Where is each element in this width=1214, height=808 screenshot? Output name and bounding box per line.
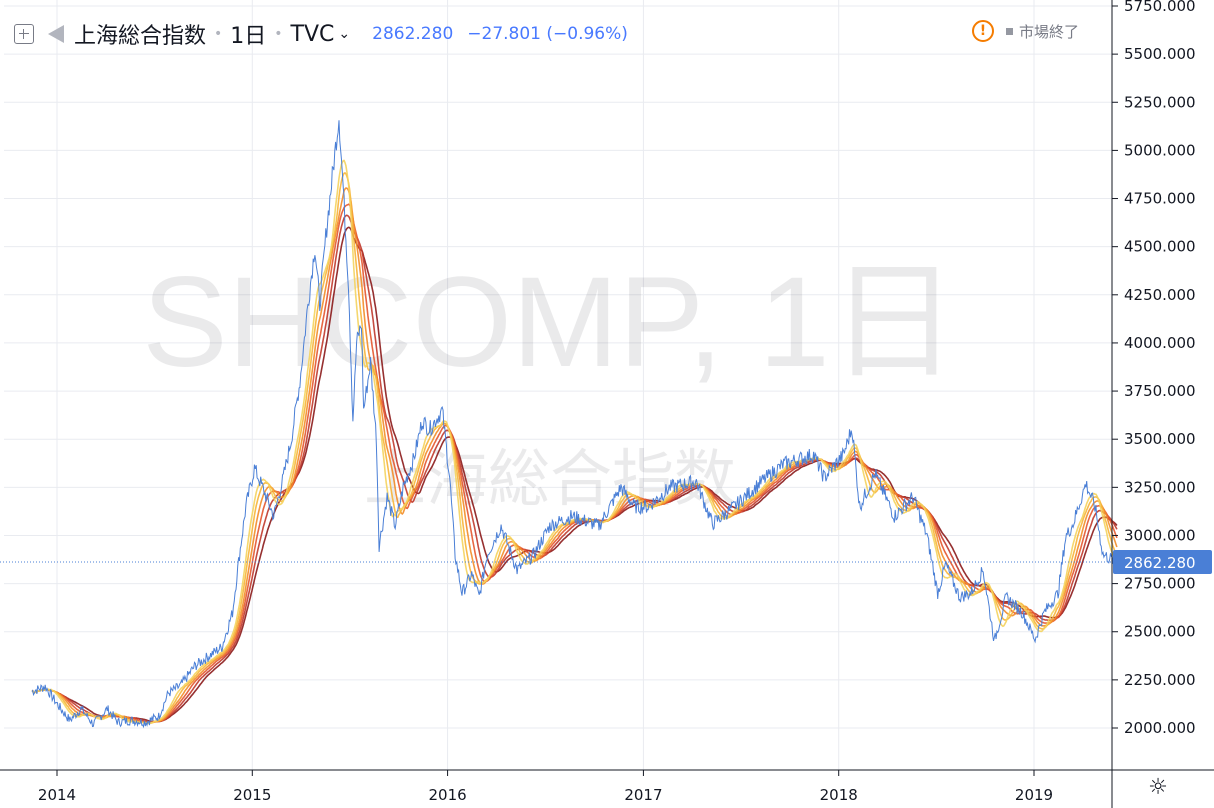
- legend: 上海総合指数 • 1日 • TVC ⌄ 2862.280 −27.801 (−0…: [14, 14, 628, 54]
- y-tick-label: 5750.000: [1124, 0, 1196, 15]
- gear-icon[interactable]: ☼: [1148, 775, 1168, 800]
- y-tick-label: 3750.000: [1124, 382, 1196, 400]
- grid-layer: [4, 0, 1112, 770]
- flag-icon[interactable]: [48, 25, 64, 43]
- y-tick-label: 4250.000: [1124, 286, 1196, 304]
- x-tick-label: 2017: [624, 786, 662, 804]
- current-price-label: 2862.280: [1124, 554, 1196, 572]
- y-tick-label: 3000.000: [1124, 526, 1196, 544]
- y-tick-label: 2000.000: [1124, 719, 1196, 737]
- y-tick-label: 5500.000: [1124, 45, 1196, 63]
- x-tick-label: 2019: [1015, 786, 1053, 804]
- x-tick-label: 2015: [233, 786, 271, 804]
- price-series: [0, 120, 1118, 729]
- y-tick-label: 4000.000: [1124, 334, 1196, 352]
- y-tick-label: 3500.000: [1124, 430, 1196, 448]
- legend-symbol-name[interactable]: 上海総合指数: [74, 24, 207, 49]
- legend-separator: •: [214, 26, 223, 42]
- watermark-name-text: 上海総合指数: [364, 442, 736, 515]
- x-tick-label: 2016: [428, 786, 466, 804]
- legend-last-value: 2862.280: [372, 24, 454, 44]
- watermark: SHCOMP, 1日 上海総合指数: [142, 251, 958, 515]
- y-tick-label: 2750.000: [1124, 575, 1196, 593]
- market-status-label: 市場終了: [1019, 22, 1080, 41]
- legend-separator: •: [274, 26, 283, 42]
- y-tick-label: 2500.000: [1124, 623, 1196, 641]
- ma-line: [31, 203, 1118, 724]
- status-square-icon: [1006, 27, 1013, 35]
- ma-line: [31, 214, 1118, 724]
- watermark-symbol-text: SHCOMP, 1日: [142, 251, 958, 394]
- y-tick-label: 3250.000: [1124, 478, 1196, 496]
- x-tick-label: 2014: [38, 786, 76, 804]
- ma-ribbon: [31, 159, 1118, 725]
- legend-interval[interactable]: 1日: [230, 24, 267, 49]
- legend-source[interactable]: TVC: [290, 21, 335, 47]
- y-tick-label: 5250.000: [1124, 93, 1196, 111]
- current-price-label-bg: [1113, 549, 1212, 574]
- y-tick-label: 2250.000: [1124, 671, 1196, 689]
- market-status[interactable]: ! 市場終了: [972, 16, 1079, 46]
- y-tick-label: 4500.000: [1124, 238, 1196, 256]
- ma-line: [31, 187, 1118, 724]
- y-tick-label: 4750.000: [1124, 190, 1196, 208]
- plus-square-icon[interactable]: [14, 24, 34, 44]
- x-tick-label: 2018: [820, 786, 858, 804]
- legend-change: −27.801 (−0.96%): [467, 24, 628, 44]
- ma-line: [31, 159, 1118, 725]
- chevron-down-icon[interactable]: ⌄: [338, 26, 351, 42]
- price-line: [31, 120, 1118, 729]
- y-tick-label: 5000.000: [1124, 141, 1196, 159]
- warning-icon[interactable]: !: [972, 20, 994, 42]
